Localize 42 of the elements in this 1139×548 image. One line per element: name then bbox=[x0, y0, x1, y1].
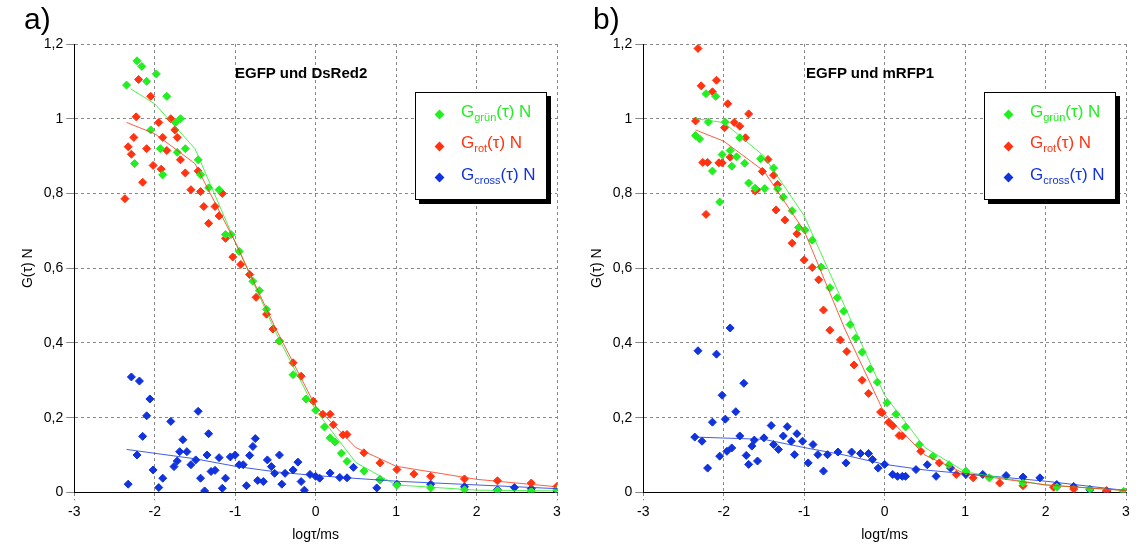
legend-label: G$_{cross}$(τ) N bbox=[1030, 163, 1105, 189]
y-tick-label: 0,6 bbox=[612, 259, 633, 276]
x-tick-label: -3 bbox=[68, 502, 81, 519]
legend-label: G$_{rot}$(τ) N bbox=[1030, 132, 1092, 157]
y-axis-title: G(τ) N bbox=[19, 248, 36, 289]
y-tick-label: 0 bbox=[55, 483, 64, 500]
x-tick-label: 3 bbox=[1122, 502, 1131, 519]
x-tick-label: 3 bbox=[553, 502, 562, 519]
x-tick-label: 0 bbox=[880, 502, 889, 519]
x-tick-label: -1 bbox=[797, 502, 811, 519]
x-tick-label: -1 bbox=[228, 502, 242, 519]
x-tick-label: 1 bbox=[961, 502, 970, 519]
y-tick-label: 0,6 bbox=[43, 259, 64, 276]
x-tick-label: 1 bbox=[392, 502, 401, 519]
x-tick-label: -3 bbox=[637, 502, 650, 519]
x-axis-title: logτ/ms bbox=[292, 526, 340, 543]
y-axis-title: G(τ) N bbox=[588, 248, 605, 289]
y-tick-label: 0,4 bbox=[43, 333, 64, 350]
x-tick-label: 0 bbox=[311, 502, 320, 519]
x-tick-label: -2 bbox=[148, 502, 162, 519]
legend-label: G$_{grün}$(τ) N bbox=[461, 101, 532, 126]
y-tick-label: 0,2 bbox=[612, 408, 633, 425]
y-tick-label: 1,2 bbox=[612, 34, 633, 51]
text: EGFP und mRFP1 bbox=[806, 64, 935, 82]
y-tick-label: 0,8 bbox=[612, 184, 633, 201]
legend-label: G$_{cross}$(τ) N bbox=[461, 163, 536, 189]
y-tick-label: 1 bbox=[624, 109, 633, 126]
x-tick-label: 2 bbox=[1041, 502, 1050, 519]
text: b) bbox=[593, 2, 620, 36]
y-tick-label: 0,8 bbox=[43, 184, 64, 201]
y-tick-label: 0,2 bbox=[43, 408, 64, 425]
y-tick-label: 0,4 bbox=[612, 333, 633, 350]
text: a) bbox=[24, 2, 51, 36]
legend-label: G$_{grün}$(τ) N bbox=[1030, 101, 1101, 126]
x-tick-label: -2 bbox=[717, 502, 731, 519]
y-tick-label: 1,2 bbox=[43, 34, 64, 51]
y-tick-label: 0 bbox=[624, 483, 633, 500]
text: EGFP und DsRed2 bbox=[235, 64, 368, 82]
x-axis-title: logτ/ms bbox=[861, 526, 909, 543]
y-tick-label: 1 bbox=[55, 109, 64, 126]
legend-label: G$_{rot}$(τ) N bbox=[461, 132, 523, 157]
x-tick-label: 2 bbox=[472, 502, 481, 519]
